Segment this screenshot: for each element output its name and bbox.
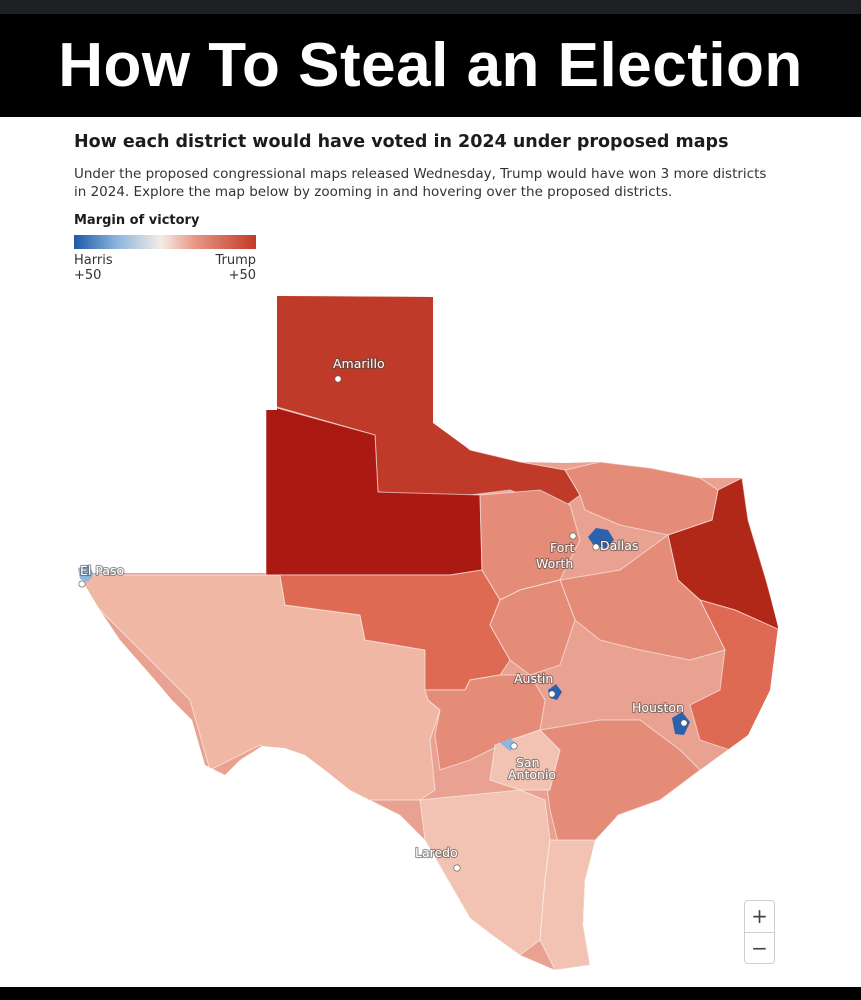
district-south-border[interactable]: [419, 789, 551, 956]
city-markers-group: [78, 375, 688, 872]
legend-trump-value: +50: [228, 268, 256, 283]
san-antonio-dot: [510, 742, 518, 750]
zoom-out-button[interactable]: −: [751, 936, 768, 960]
houston-dot: [680, 719, 688, 727]
legend-title: Margin of victory: [74, 213, 200, 228]
legend-trump-name: Trump: [215, 253, 256, 268]
district-north-strip[interactable]: [564, 461, 719, 536]
city-labels-group: Amarillo Fort Worth Dallas El Paso Austi…: [79, 355, 685, 861]
san-antonio-label-line1: San: [516, 755, 540, 770]
houston-label: Houston: [632, 700, 684, 715]
laredo-dot: [453, 864, 461, 872]
legend-harris-name: Harris: [74, 253, 113, 268]
el-paso-blue-district[interactable]: [78, 565, 94, 582]
district-central-mid[interactable]: [489, 579, 576, 676]
district-rio-grande[interactable]: [539, 839, 601, 970]
fort-worth-dot: [569, 532, 577, 540]
districts-group: [80, 296, 778, 970]
chart-subhead: Under the proposed congressional maps re…: [74, 166, 767, 200]
dallas-label: Dallas: [600, 538, 638, 553]
bottom-bar: [0, 987, 861, 1000]
amarillo-label: Amarillo: [333, 356, 385, 371]
austin-label: Austin: [514, 671, 553, 686]
legend-trump-label: Trump +50: [196, 253, 256, 283]
dallas-blue-district[interactable]: [588, 528, 614, 548]
el-paso-dot: [78, 580, 86, 588]
dallas-dot: [592, 543, 600, 551]
zoom-in-button[interactable]: +: [745, 901, 774, 933]
fort-worth-label-line2: Worth: [536, 556, 573, 571]
legend-harris-label: Harris +50: [74, 253, 113, 283]
district-central-east[interactable]: [559, 534, 726, 661]
legend-harris-value: +50: [74, 268, 102, 283]
texas-district-map[interactable]: Amarillo Fort Worth Dallas El Paso Austi…: [0, 280, 861, 985]
el-paso-label: El Paso: [80, 563, 124, 578]
austin-dot: [548, 690, 556, 698]
san-antonio-label-line2: Antonio: [508, 767, 556, 782]
amarillo-dot: [334, 375, 342, 383]
zoom-control: + −: [744, 900, 775, 964]
legend-color-scale: [74, 235, 256, 249]
top-bar: [0, 0, 861, 14]
fort-worth-label-line1: Fort: [550, 540, 575, 555]
laredo-label: Laredo: [415, 845, 458, 860]
banner-title: How To Steal an Election: [0, 14, 861, 117]
chart-headline: How each district would have voted in 20…: [74, 132, 729, 152]
district-coastal-bend[interactable]: [539, 719, 701, 851]
